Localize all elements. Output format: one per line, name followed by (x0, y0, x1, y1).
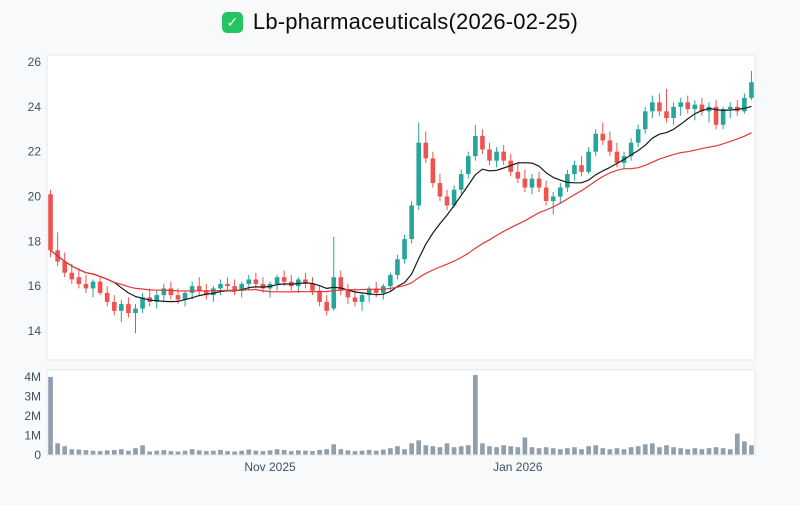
svg-text:Jan 2026: Jan 2026 (493, 460, 543, 474)
svg-text:1M: 1M (24, 429, 41, 443)
svg-text:26: 26 (28, 55, 42, 69)
checkmark-glyph: ✓ (226, 13, 239, 30)
svg-text:Nov 2025: Nov 2025 (244, 460, 296, 474)
ma-long-line (50, 132, 752, 293)
svg-text:0: 0 (34, 448, 41, 462)
svg-text:4M: 4M (24, 370, 41, 384)
svg-text:16: 16 (28, 279, 42, 293)
svg-text:20: 20 (28, 190, 42, 204)
svg-text:3M: 3M (24, 390, 41, 404)
chart-header: ✓ Lb-pharmaceuticals(2026-02-25) (0, 0, 800, 39)
price-volume-chart: 26 24 22 20 18 16 14 4M 3M 2M 1M 0 Nov 2025 Jan 2026 (24, 54, 756, 474)
svg-text:18: 18 (28, 234, 42, 248)
svg-text:14: 14 (28, 324, 42, 338)
svg-text:2M: 2M (24, 409, 41, 423)
svg-text:24: 24 (28, 100, 42, 114)
checked-checkbox-icon: ✓ (221, 11, 243, 33)
ma-short-line (50, 105, 752, 303)
page-title: Lb-pharmaceuticals(2026-02-25) (252, 9, 579, 34)
svg-text:22: 22 (28, 145, 42, 159)
